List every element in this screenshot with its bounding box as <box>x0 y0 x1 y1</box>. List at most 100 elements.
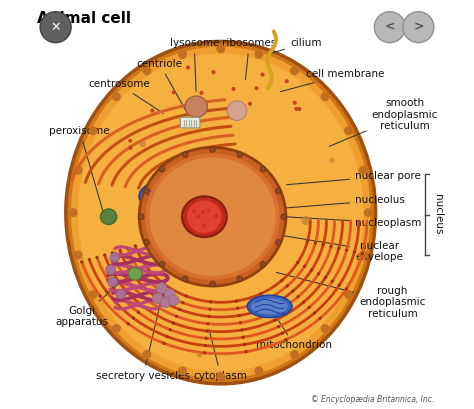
Circle shape <box>329 158 335 163</box>
Circle shape <box>138 214 144 220</box>
Circle shape <box>255 50 264 59</box>
Circle shape <box>132 317 135 320</box>
Circle shape <box>205 337 208 340</box>
Text: secretory vesicles: secretory vesicles <box>96 301 190 381</box>
Circle shape <box>364 208 373 217</box>
Circle shape <box>184 294 188 298</box>
Ellipse shape <box>128 267 142 280</box>
Circle shape <box>152 294 155 297</box>
Text: >: > <box>413 21 424 34</box>
Circle shape <box>150 108 155 112</box>
Circle shape <box>128 139 132 143</box>
Circle shape <box>243 343 246 346</box>
Text: centriole: centriole <box>137 59 188 115</box>
Circle shape <box>200 91 203 95</box>
Text: cytoplasm: cytoplasm <box>194 330 248 381</box>
Text: nucleus: nucleus <box>433 194 443 235</box>
Circle shape <box>137 311 140 314</box>
Circle shape <box>359 251 368 260</box>
Ellipse shape <box>100 209 117 225</box>
Text: cilium: cilium <box>272 38 321 53</box>
Circle shape <box>204 344 207 347</box>
Circle shape <box>280 279 283 282</box>
Circle shape <box>294 107 299 111</box>
Text: rough
endoplasmic
reticulum: rough endoplasmic reticulum <box>276 272 426 319</box>
Text: lysosome: lysosome <box>170 38 219 92</box>
Ellipse shape <box>182 196 227 237</box>
Circle shape <box>172 321 175 325</box>
Text: nuclear
envelope: nuclear envelope <box>265 233 403 262</box>
Circle shape <box>374 12 405 43</box>
Circle shape <box>159 261 165 267</box>
Circle shape <box>240 328 244 332</box>
Circle shape <box>319 317 322 320</box>
Circle shape <box>266 305 269 308</box>
Text: nuclear pore: nuclear pore <box>287 171 421 185</box>
Circle shape <box>255 86 259 90</box>
Circle shape <box>277 214 283 220</box>
Circle shape <box>208 308 211 311</box>
Circle shape <box>139 140 146 147</box>
Text: Animal cell: Animal cell <box>37 11 131 26</box>
Circle shape <box>172 90 176 94</box>
Circle shape <box>248 102 252 106</box>
Circle shape <box>321 243 325 246</box>
Circle shape <box>268 202 276 210</box>
Circle shape <box>277 325 280 328</box>
Circle shape <box>116 289 126 299</box>
Circle shape <box>178 50 187 59</box>
Circle shape <box>302 301 305 304</box>
Circle shape <box>255 366 264 375</box>
Circle shape <box>99 294 102 297</box>
Circle shape <box>242 335 245 339</box>
Circle shape <box>132 274 135 277</box>
Ellipse shape <box>187 200 222 233</box>
Circle shape <box>89 290 97 299</box>
Circle shape <box>345 249 348 252</box>
Circle shape <box>210 146 215 152</box>
Text: peroxisome: peroxisome <box>49 126 110 214</box>
Circle shape <box>261 73 264 77</box>
Circle shape <box>317 272 320 275</box>
Circle shape <box>216 44 225 53</box>
Circle shape <box>80 260 83 263</box>
Circle shape <box>73 166 82 175</box>
Circle shape <box>344 290 353 299</box>
Circle shape <box>138 270 142 273</box>
Circle shape <box>259 292 262 295</box>
Circle shape <box>159 166 165 172</box>
Circle shape <box>255 246 263 253</box>
Circle shape <box>112 286 115 289</box>
Circle shape <box>344 126 353 135</box>
Circle shape <box>156 283 167 293</box>
Text: nucleoplasm: nucleoplasm <box>252 215 421 228</box>
Circle shape <box>144 188 149 194</box>
Circle shape <box>345 287 348 290</box>
Circle shape <box>103 254 106 257</box>
Circle shape <box>296 261 300 264</box>
Circle shape <box>231 87 236 91</box>
Circle shape <box>144 240 149 245</box>
Circle shape <box>260 261 266 267</box>
Circle shape <box>320 92 329 101</box>
Circle shape <box>164 289 175 299</box>
Circle shape <box>118 249 122 252</box>
Circle shape <box>112 324 121 333</box>
Circle shape <box>337 247 340 250</box>
Circle shape <box>152 293 163 303</box>
Circle shape <box>206 322 210 325</box>
Circle shape <box>209 300 212 303</box>
Circle shape <box>175 315 178 318</box>
Circle shape <box>128 146 133 150</box>
Ellipse shape <box>143 185 184 207</box>
Circle shape <box>206 329 209 333</box>
Circle shape <box>237 276 243 282</box>
Circle shape <box>169 328 172 331</box>
Circle shape <box>182 276 188 282</box>
Circle shape <box>237 314 241 317</box>
Circle shape <box>270 233 279 242</box>
Circle shape <box>207 315 210 318</box>
Circle shape <box>197 352 202 357</box>
Circle shape <box>297 295 300 298</box>
Circle shape <box>110 253 119 263</box>
